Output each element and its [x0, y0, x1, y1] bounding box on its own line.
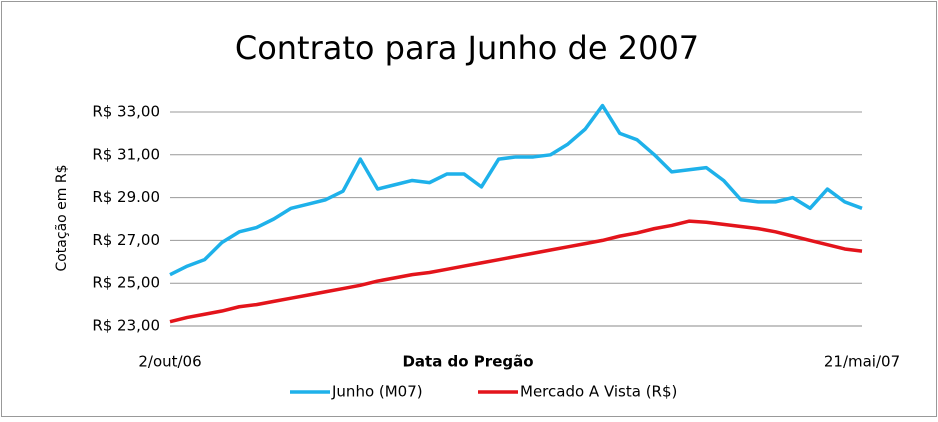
legend-label: Mercado A Vista (R$)	[520, 383, 677, 401]
legend-label: Junho (M07)	[331, 383, 423, 401]
y-tick-label: R$ 25,00	[92, 274, 160, 292]
x-tick-label: 21/mai/07	[824, 353, 900, 371]
x-tick-label: 2/out/06	[138, 353, 201, 371]
y-axis-label: Cotação em R$	[54, 164, 70, 271]
y-tick-label: R$ 33,00	[92, 103, 160, 121]
x-axis-label: Data do Pregão	[402, 353, 533, 371]
series-line	[169, 103, 863, 277]
y-tick-label: R$ 29.00	[92, 188, 160, 206]
y-tick-label: R$ 27,00	[92, 231, 160, 249]
y-tick-label: R$ 23,00	[92, 317, 160, 335]
chart-title: Contrato para Junho de 2007	[235, 29, 699, 67]
series-line	[169, 219, 863, 324]
y-tick-label: R$ 31,00	[92, 145, 160, 163]
